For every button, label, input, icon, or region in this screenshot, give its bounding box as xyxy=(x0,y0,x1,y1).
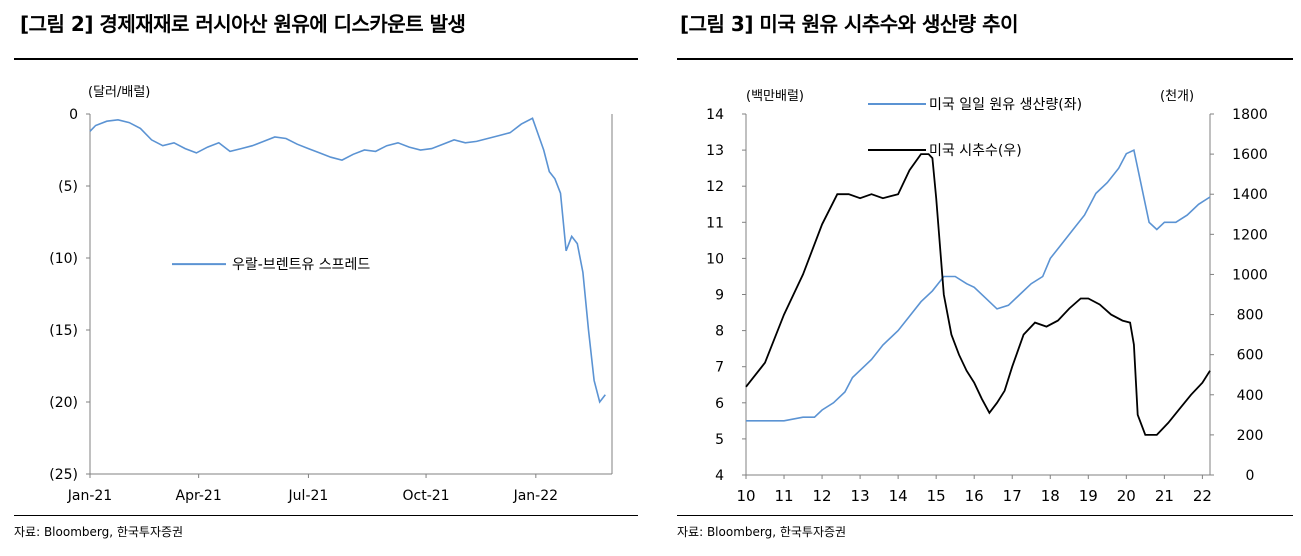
right-left-tick-label: 12 xyxy=(706,179,724,195)
right-x-tick-label: 11 xyxy=(774,487,793,505)
left-title-rule xyxy=(14,58,638,60)
right-right-tick-label: 200 xyxy=(1237,428,1264,444)
right-x-tick-label: 13 xyxy=(851,487,870,505)
right-right-tick-label: 1000 xyxy=(1232,267,1268,283)
left-y-tick-label: 0 xyxy=(69,107,78,123)
right-left-tick-label: 10 xyxy=(706,251,724,267)
right-x-tick-label: 18 xyxy=(1041,487,1060,505)
left-source-rule xyxy=(14,515,638,516)
right-right-tick-label: 1600 xyxy=(1232,147,1268,163)
right-x-tick-label: 17 xyxy=(1003,487,1022,505)
right-left-tick-label: 9 xyxy=(715,288,724,304)
right-x-tick-label: 12 xyxy=(813,487,832,505)
right-right-tick-label: 800 xyxy=(1237,308,1264,324)
left-series-line xyxy=(89,117,606,404)
left-chart: (달러/배럴) 0 (5) (10) (15) (20) (25) Jan-21 Apr-21… xyxy=(49,85,613,504)
right-x-tick-label: 16 xyxy=(965,487,984,505)
left-source: 자료: Bloomberg, 한국투자증권 xyxy=(14,525,184,539)
right-left-tick-label: 14 xyxy=(706,107,724,123)
left-legend-label: 우랄-브렌트유 스프레드 xyxy=(232,257,370,273)
left-x-tick-label: Apr-21 xyxy=(176,488,222,504)
left-y-tick-label: (15) xyxy=(49,323,78,339)
right-left-tick-label: 11 xyxy=(706,215,724,231)
right-unit-right-label: (천개) xyxy=(1160,89,1194,104)
right-right-tick-label: 400 xyxy=(1237,388,1264,404)
right-chart-title: [그림 3] 미국 원유 시추수와 생산량 추이 xyxy=(680,12,1018,36)
left-y-tick-label: (20) xyxy=(49,395,78,411)
right-chart: (백만배럴) (천개) 4 5 6 7 8 9 10 11 12 13 14 0 200 400 600 80… xyxy=(706,89,1268,505)
right-left-tick-label: 7 xyxy=(715,360,724,376)
right-left-tick-label: 5 xyxy=(715,432,724,448)
right-series-rigs xyxy=(745,153,1211,436)
left-x-tick-label: Jan-22 xyxy=(513,488,558,504)
right-left-tick-label: 13 xyxy=(706,143,724,159)
right-x-tick-label: 22 xyxy=(1193,487,1212,505)
right-right-tick-label: 0 xyxy=(1246,468,1255,484)
right-legend-label-production: 미국 일일 원유 생산량(좌) xyxy=(929,97,1082,113)
left-x-tick-label: Jan-21 xyxy=(67,488,112,504)
right-right-tick-label: 1800 xyxy=(1232,107,1268,123)
right-x-tick-label: 15 xyxy=(927,487,946,505)
left-panel: [그림 2] 경제재재로 러시아산 원유에 디스카운트 발생 (달러/배럴) 0… xyxy=(0,0,650,556)
right-legend-label-rigs: 미국 시추수(우) xyxy=(929,143,1022,159)
right-source: 자료: Bloomberg, 한국투자증권 xyxy=(677,525,847,539)
right-left-tick-label: 4 xyxy=(715,468,724,484)
right-right-tick-label: 1200 xyxy=(1232,227,1268,243)
right-x-tick-label: 19 xyxy=(1079,487,1098,505)
right-source-rule xyxy=(677,515,1293,516)
right-left-tick-label: 6 xyxy=(715,396,724,412)
right-series-production xyxy=(746,148,1211,422)
right-panel: [그림 3] 미국 원유 시추수와 생산량 추이 (백만배럴) (천개) 4 5 6… xyxy=(650,0,1301,556)
left-x-tick-label: Jul-21 xyxy=(288,488,329,504)
left-unit-label: (달러/배럴) xyxy=(88,85,150,100)
right-x-tick-label: 10 xyxy=(736,487,755,505)
right-right-tick-label: 1400 xyxy=(1232,187,1268,203)
right-right-tick-label: 600 xyxy=(1237,348,1264,364)
left-y-tick-label: (5) xyxy=(58,179,78,195)
right-unit-left-label: (백만배럴) xyxy=(746,89,804,104)
right-left-tick-label: 8 xyxy=(715,324,724,340)
right-x-tick-label: 20 xyxy=(1117,487,1136,505)
right-title-rule xyxy=(677,58,1293,60)
left-chart-title: [그림 2] 경제재재로 러시아산 원유에 디스카운트 발생 xyxy=(20,12,466,36)
left-x-tick-label: Oct-21 xyxy=(403,488,450,504)
left-y-tick-label: (25) xyxy=(49,467,78,483)
right-x-tick-label: 14 xyxy=(889,487,908,505)
right-x-tick-label: 21 xyxy=(1155,487,1174,505)
left-y-tick-label: (10) xyxy=(49,251,78,267)
